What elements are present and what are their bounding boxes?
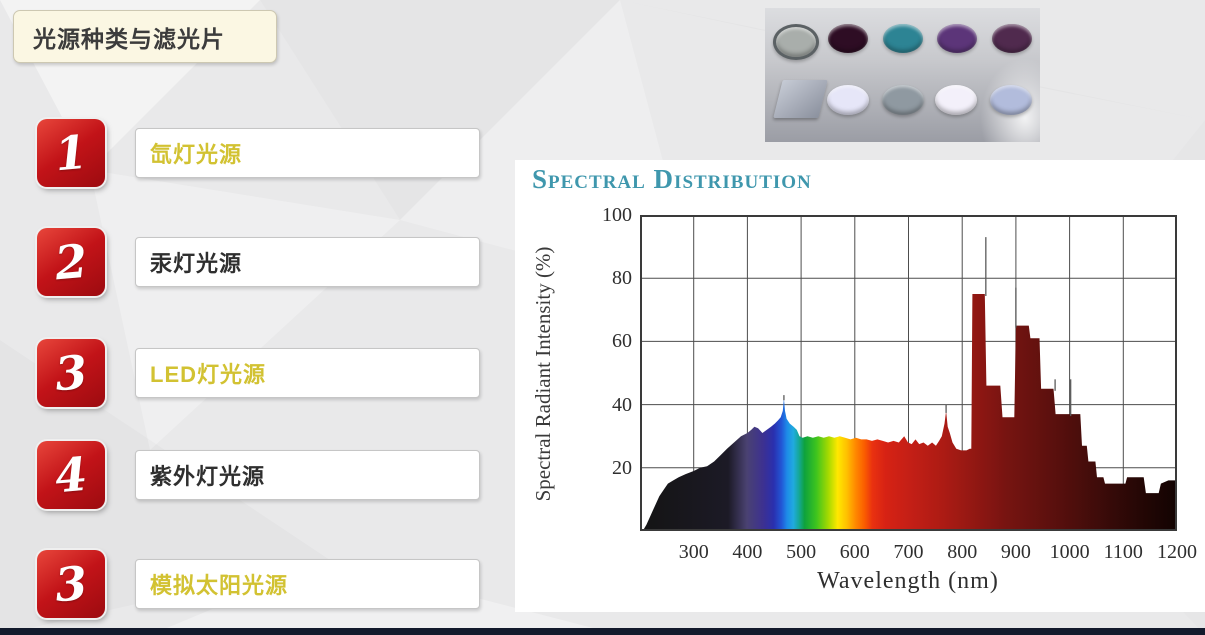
x-tick-300: 300 [678,541,709,563]
list-item-1: 1 氙灯光源 [37,118,480,188]
white-filter [935,85,977,115]
item-3-number-badge: 3 [37,339,105,407]
x-tick-900: 900 [1000,541,1031,563]
dark-plum-filter [828,23,868,53]
x-tick-500: 500 [786,541,817,563]
item-5-number: 3 [52,555,90,613]
neutral-density-filter [773,24,819,60]
x-tick-1200: 1200 [1157,541,1197,563]
list-item-3: 3 LED灯光源 [37,338,480,408]
teal-filter [883,23,923,53]
item-1-label-box: 氙灯光源 [135,128,480,178]
y-tick-40: 40 [612,393,632,416]
item-2-label-box: 汞灯光源 [135,237,480,287]
y-tick-20: 20 [612,456,632,479]
item-1-number-badge: 1 [37,119,105,187]
x-tick-800: 800 [947,541,978,563]
item-3-label-box: LED灯光源 [135,348,480,398]
list-item-5: 3 模拟太阳光源 [37,549,480,619]
x-tick-600: 600 [839,541,870,563]
y-axis-label: Spectral Radiant Intensity (%) [531,246,555,502]
y-tick-60: 60 [612,330,632,353]
square-glass-plate [772,80,828,118]
list-item-2: 2 汞灯光源 [37,227,480,297]
item-4-label-box: 紫外灯光源 [135,450,480,500]
spectrum-chart [640,215,1177,531]
periwinkle-filter [990,85,1032,115]
list-item-4: 4 紫外灯光源 [37,440,480,510]
x-axis-label: Wavelength (nm) [817,568,999,594]
item-2-label: 汞灯光源 [150,251,243,276]
bottom-bar [0,628,1205,635]
item-5-number-badge: 3 [37,550,105,618]
x-tick-700: 700 [893,541,924,563]
chart-panel: Spectral Distribution Spectral Radiant I… [515,160,1205,612]
plot-area [640,215,1177,531]
purple-filter [937,23,977,53]
pale-lavender-filter [827,85,869,115]
item-2-number: 2 [52,233,90,291]
item-4-label: 紫外灯光源 [150,464,266,489]
item-3-label: LED灯光源 [150,362,267,387]
chart-title: Spectral Distribution [532,164,812,194]
filters-photo [765,8,1040,142]
slide-title-box: 光源种类与滤光片 [13,10,277,63]
item-5-label-box: 模拟太阳光源 [135,559,480,609]
y-tick-100: 100 [602,204,632,226]
item-5-label: 模拟太阳光源 [150,573,289,598]
x-tick-1100: 1100 [1103,541,1143,563]
item-2-number-badge: 2 [37,228,105,296]
item-1-number: 1 [52,124,90,182]
item-4-number: 4 [52,446,90,504]
gray-filter [882,85,924,115]
item-1-label: 氙灯光源 [150,142,243,167]
x-tick-1000: 1000 [1049,541,1090,563]
item-4-number-badge: 4 [37,441,105,509]
plum-filter [992,23,1032,53]
plot-border [640,215,1177,531]
item-3-number: 3 [52,344,90,402]
y-tick-80: 80 [612,267,632,290]
x-tick-400: 400 [732,541,763,563]
spectrum-area [642,294,1177,531]
slide-title: 光源种类与滤光片 [33,25,225,52]
